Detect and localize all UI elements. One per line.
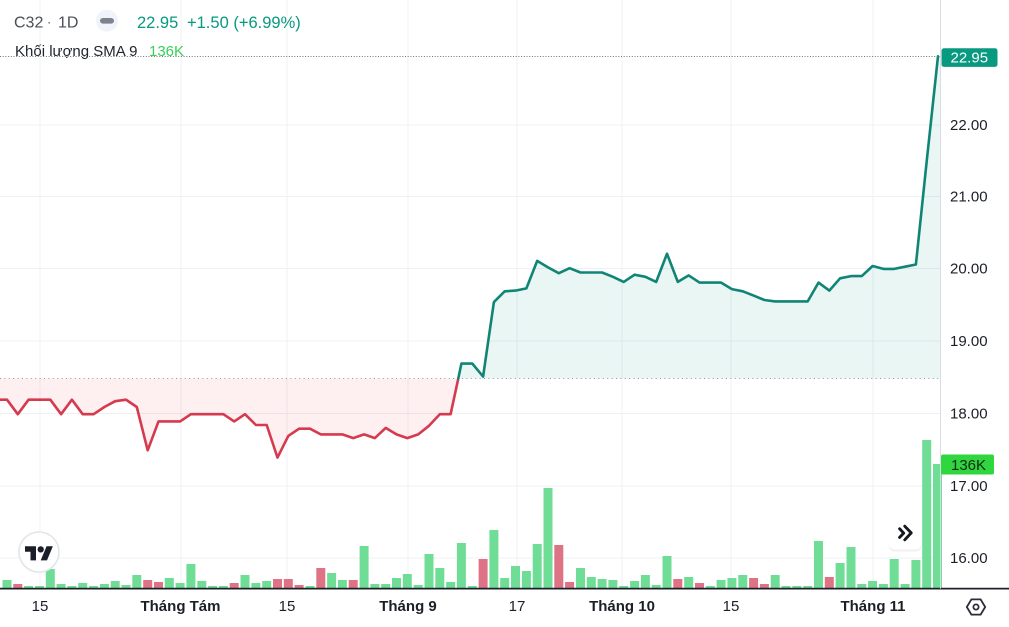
svg-text:16.00: 16.00 [950,550,988,567]
svg-text:Tháng 11: Tháng 11 [840,598,905,615]
svg-text:136K: 136K [149,43,184,60]
svg-text:22.00: 22.00 [950,117,988,134]
svg-text:19.00: 19.00 [950,333,988,350]
svg-text:1D: 1D [58,15,78,32]
svg-text:·: · [47,15,51,30]
svg-text:Khối lượng SMA 9: Khối lượng SMA 9 [15,43,137,60]
svg-text:136K: 136K [951,457,986,474]
svg-text:Tháng 9: Tháng 9 [379,598,437,615]
svg-text:18.00: 18.00 [950,406,988,423]
svg-text:17.00: 17.00 [950,478,988,495]
svg-text:21.00: 21.00 [950,189,988,206]
svg-text:17: 17 [509,598,526,615]
svg-text:20.00: 20.00 [950,261,988,278]
svg-text:15: 15 [279,598,296,615]
svg-text:15: 15 [723,598,740,615]
svg-text:Tháng 10: Tháng 10 [589,598,655,615]
svg-text:+1.50 (+6.99%): +1.50 (+6.99%) [187,14,301,32]
svg-text:22.95: 22.95 [951,50,989,67]
svg-text:22.95: 22.95 [137,14,178,32]
svg-text:C32: C32 [14,15,43,32]
svg-text:Tháng Tám: Tháng Tám [140,598,220,615]
svg-text:15: 15 [32,598,49,615]
